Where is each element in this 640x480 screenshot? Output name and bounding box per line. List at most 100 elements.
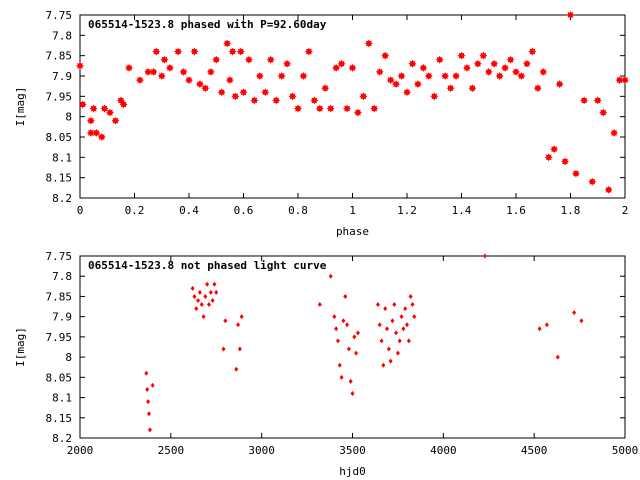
x-tick-label: 0.8 — [288, 204, 308, 217]
data-point — [410, 302, 415, 308]
data-point — [355, 330, 360, 336]
data-point — [401, 326, 406, 332]
data-point — [339, 374, 344, 380]
data-point — [283, 59, 292, 68]
data-point — [201, 314, 206, 320]
data-point — [203, 293, 208, 299]
data-point — [145, 386, 150, 392]
data-point — [375, 302, 380, 308]
data-point — [206, 67, 215, 76]
data-point — [571, 169, 580, 178]
data-point — [550, 145, 559, 154]
data-point — [272, 96, 281, 105]
data-point — [197, 289, 202, 295]
data-point — [334, 326, 339, 332]
plot-frame — [79, 14, 626, 199]
data-point — [190, 285, 195, 291]
x-tick-label: 2 — [622, 204, 629, 217]
data-point — [239, 314, 244, 320]
plot-title: 065514-1523.8 not phased light curve — [88, 259, 327, 272]
x-tick-label: 1.4 — [452, 204, 472, 217]
data-point — [381, 51, 390, 60]
data-point — [381, 362, 386, 368]
data-point — [125, 63, 134, 72]
data-point — [76, 61, 84, 70]
x-tick-label: 1.2 — [397, 204, 417, 217]
x-tick-label: 0 — [77, 204, 84, 217]
data-point — [413, 80, 422, 89]
data-point — [537, 326, 542, 332]
x-tick-label: 0.2 — [125, 204, 145, 217]
plot-frame — [79, 255, 626, 439]
y-tick-label: 7.95 — [46, 90, 73, 103]
x-tick-label: 3500 — [339, 444, 366, 457]
data-point — [321, 84, 330, 93]
data-point — [144, 370, 149, 376]
data-point — [78, 100, 87, 109]
data-point — [348, 378, 353, 384]
data-point — [383, 306, 388, 312]
data-point — [370, 104, 379, 113]
data-point — [408, 293, 413, 299]
data-point — [89, 104, 98, 113]
data-point — [397, 72, 406, 80]
data-point — [261, 88, 270, 97]
data-point — [92, 128, 101, 137]
data-point — [244, 55, 253, 64]
data-point — [179, 67, 188, 76]
data-point — [615, 76, 624, 85]
data-point — [195, 80, 204, 89]
data-point — [544, 153, 553, 162]
data-point — [236, 322, 241, 328]
data-point — [100, 104, 109, 113]
data-point — [405, 322, 409, 328]
x-tick-label: 3000 — [248, 444, 275, 457]
data-point — [212, 281, 217, 287]
x-tick-label: 0.6 — [234, 204, 254, 217]
data-point — [555, 80, 564, 89]
data-point — [468, 84, 477, 93]
data-point — [412, 314, 417, 320]
x-tick-label: 1 — [349, 204, 356, 217]
data-point — [185, 76, 193, 85]
data-point — [149, 67, 158, 76]
data-point — [506, 55, 515, 64]
data-point — [517, 72, 526, 80]
data-point — [231, 92, 240, 101]
data-point — [572, 310, 577, 316]
data-point — [522, 59, 531, 68]
data-point — [394, 330, 399, 336]
x-axis-label: phase — [336, 225, 369, 238]
y-tick-label: 7.85 — [46, 50, 73, 63]
data-point — [147, 411, 152, 417]
data-point — [386, 346, 391, 352]
data-point — [501, 63, 510, 72]
data-point — [479, 51, 488, 60]
data-point — [348, 63, 357, 72]
data-point — [217, 88, 226, 97]
data-point — [599, 108, 608, 117]
data-point — [579, 318, 584, 324]
phased-light-curve-plot: 0 0.2 0.4 0.6 0.8 1 1.2 1.4 1.6 1.8 2 7.75 7.8 7.85 7.… — [14, 9, 629, 238]
y-tick-label: 7.8 — [52, 29, 72, 42]
data-point — [566, 11, 575, 19]
data-point — [332, 314, 337, 320]
data-point — [473, 59, 482, 68]
data-point — [208, 289, 213, 295]
x-tick-label: 5000 — [612, 444, 639, 457]
data-point — [105, 108, 114, 117]
x-tick-label: 0.4 — [179, 204, 199, 217]
data-point — [621, 76, 629, 85]
x-tick-label: 1.8 — [561, 204, 581, 217]
x-axis-label: hjd0 — [339, 465, 366, 478]
data-point — [353, 108, 362, 117]
data-point — [495, 72, 504, 80]
data-point — [144, 67, 153, 76]
data-point — [234, 366, 239, 372]
data-point — [457, 51, 466, 60]
data-point — [196, 297, 201, 303]
data-point — [430, 92, 439, 101]
data-point — [250, 96, 259, 105]
data-point — [452, 72, 461, 80]
data-point — [174, 47, 183, 56]
